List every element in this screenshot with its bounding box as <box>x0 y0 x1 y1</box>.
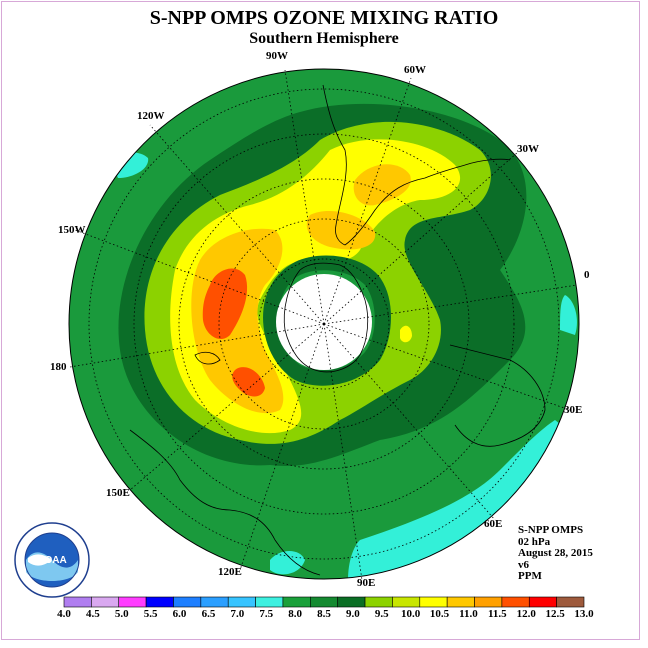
legend-tick-label: 9.5 <box>374 608 389 620</box>
lon-label-30e: 30E <box>564 404 583 416</box>
lon-label-90w: 90W <box>266 50 288 62</box>
legend-tick-label: 7.0 <box>230 608 245 620</box>
figure-frame <box>1 1 640 640</box>
map-subtitle: Southern Hemisphere <box>249 30 399 47</box>
legend-tick-label: 6.0 <box>172 608 187 620</box>
lon-label-150e: 150E <box>106 487 130 499</box>
legend-tick-label: 7.5 <box>259 608 274 620</box>
coastline-africa <box>449 344 546 447</box>
legend-tick-label: 11.0 <box>459 608 478 620</box>
info-version: v6 <box>518 558 529 571</box>
legend-tick-label: 6.5 <box>201 608 216 620</box>
lon-label-120e: 120E <box>218 566 242 578</box>
low-ozone-patch-edge <box>560 295 577 335</box>
legend-tick-label: 4.0 <box>57 608 71 620</box>
coastlines <box>129 84 546 576</box>
legend-tick-label: 4.5 <box>86 608 100 620</box>
legend-tick-label: 13.0 <box>574 608 594 620</box>
low-ozone-patch-south <box>270 551 305 575</box>
info-block: S-NPP OMPS 02 hPa August 28, 2015 v6 PPM <box>518 524 593 583</box>
info-date: August 28, 2015 <box>518 547 593 559</box>
legend-tick-label: 8.0 <box>288 608 302 620</box>
info-level: 02 hPa <box>518 535 551 548</box>
info-units: PPM <box>518 570 542 582</box>
lon-label-180: 180 <box>50 361 67 373</box>
legend-tick-label: 8.5 <box>317 608 331 620</box>
coastline-new-zealand <box>194 351 221 365</box>
info-instrument: S-NPP OMPS <box>518 524 584 536</box>
coastline-south-america-east <box>344 158 511 246</box>
noaa-logo: NOAA <box>14 522 90 598</box>
lon-label-120w: 120W <box>137 110 165 122</box>
legend-tick-label: 5.0 <box>114 608 129 620</box>
legend-tick-label: 10.0 <box>401 608 421 620</box>
legend-tick-label: 12.5 <box>545 608 565 620</box>
lon-label-0: 0 <box>584 269 590 281</box>
polar-night-region <box>276 274 372 370</box>
contour-11-5-b <box>232 367 265 397</box>
legend-tick-label: 12.0 <box>516 608 536 620</box>
lon-label-90e: 90E <box>357 577 376 589</box>
coastline-antarctica <box>283 262 369 373</box>
legend-tick-label: 10.5 <box>429 608 450 620</box>
lon-label-60w: 60W <box>404 64 426 76</box>
coastline-south-america-west <box>322 84 347 246</box>
map-title: S-NPP OMPS OZONE MIXING RATIO <box>149 7 499 29</box>
contour-11-0-c <box>306 211 376 250</box>
lon-label-60e: 60E <box>484 518 503 530</box>
graticule <box>69 69 578 581</box>
legend-tick-label: 11.5 <box>488 608 507 620</box>
map-border <box>68 68 580 580</box>
legend-tick-label: 9.0 <box>346 608 360 620</box>
contour-11-5 <box>202 268 248 340</box>
contour-11-0-b <box>353 164 411 206</box>
contour-10-0-b <box>400 325 412 343</box>
coastline-australia <box>129 429 321 576</box>
legend-tick-label: 5.5 <box>143 608 158 620</box>
lon-label-150w: 150W <box>58 224 86 236</box>
ozone-field <box>69 69 579 579</box>
lon-label-30w: 30W <box>517 143 539 155</box>
noaa-logo-text: NOAA <box>37 555 66 566</box>
